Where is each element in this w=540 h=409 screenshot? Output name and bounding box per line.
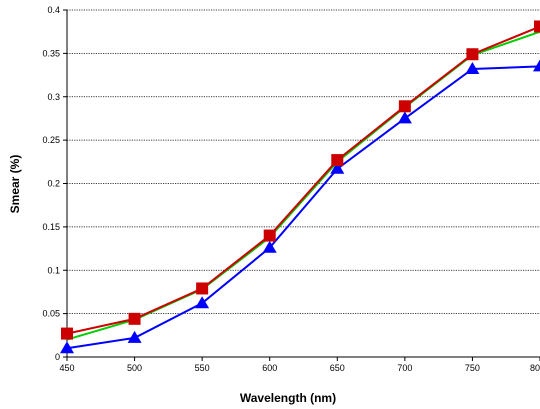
y-tick-label: 0 bbox=[55, 352, 60, 362]
y-tick-label: 0.2 bbox=[47, 179, 60, 189]
x-axis-title: Wavelength (nm) bbox=[240, 391, 336, 405]
data-point-triangle bbox=[195, 296, 210, 309]
data-point-square bbox=[534, 20, 540, 33]
y-tick-label: 0.15 bbox=[42, 222, 60, 232]
data-point-triangle bbox=[397, 111, 412, 124]
data-point-square bbox=[61, 327, 73, 340]
data-point-square bbox=[196, 282, 209, 295]
x-tick-label: 550 bbox=[195, 363, 210, 373]
data-point-triangle bbox=[533, 59, 540, 72]
series-line-2 bbox=[66, 25, 540, 335]
series bbox=[66, 25, 540, 350]
data-point-square bbox=[466, 48, 479, 61]
grid bbox=[67, 9, 540, 314]
data-point-square bbox=[263, 229, 276, 242]
data-point-triangle bbox=[330, 161, 345, 174]
x-tick-label: 600 bbox=[262, 363, 277, 373]
data-point-triangle bbox=[60, 341, 74, 354]
y-axis-title: Smear (%) bbox=[8, 155, 22, 214]
x-tick-label: 750 bbox=[465, 363, 480, 373]
series-line-1 bbox=[66, 65, 540, 350]
axes bbox=[63, 9, 540, 361]
data-point-square bbox=[398, 100, 411, 113]
x-tick-label: 700 bbox=[397, 363, 412, 373]
data-point-triangle bbox=[465, 62, 480, 74]
y-tick-label: 0.3 bbox=[47, 92, 60, 102]
y-tick-label: 0.05 bbox=[42, 309, 60, 319]
y-tick-label: 0.35 bbox=[42, 48, 60, 58]
data-point-square bbox=[331, 154, 344, 167]
x-tick-label: 450 bbox=[59, 363, 74, 373]
data-point-triangle bbox=[262, 240, 277, 253]
y-tick-label: 0.1 bbox=[47, 265, 60, 275]
tick-labels: 0 0.05 0.1 0.15 0.2 0.25 0.3 0.35 0.4 450 500 550 60… bbox=[42, 5, 540, 373]
data-point-triangle bbox=[127, 330, 142, 343]
y-tick-label: 0.4 bbox=[47, 5, 60, 15]
x-tick-label: 650 bbox=[330, 363, 345, 373]
x-tick-label: 500 bbox=[127, 363, 142, 373]
x-tick-label: 80 bbox=[530, 363, 540, 373]
series-line-0 bbox=[66, 30, 540, 341]
data-point-square bbox=[128, 312, 141, 325]
y-tick-label: 0.25 bbox=[42, 135, 60, 145]
markers bbox=[60, 20, 540, 354]
